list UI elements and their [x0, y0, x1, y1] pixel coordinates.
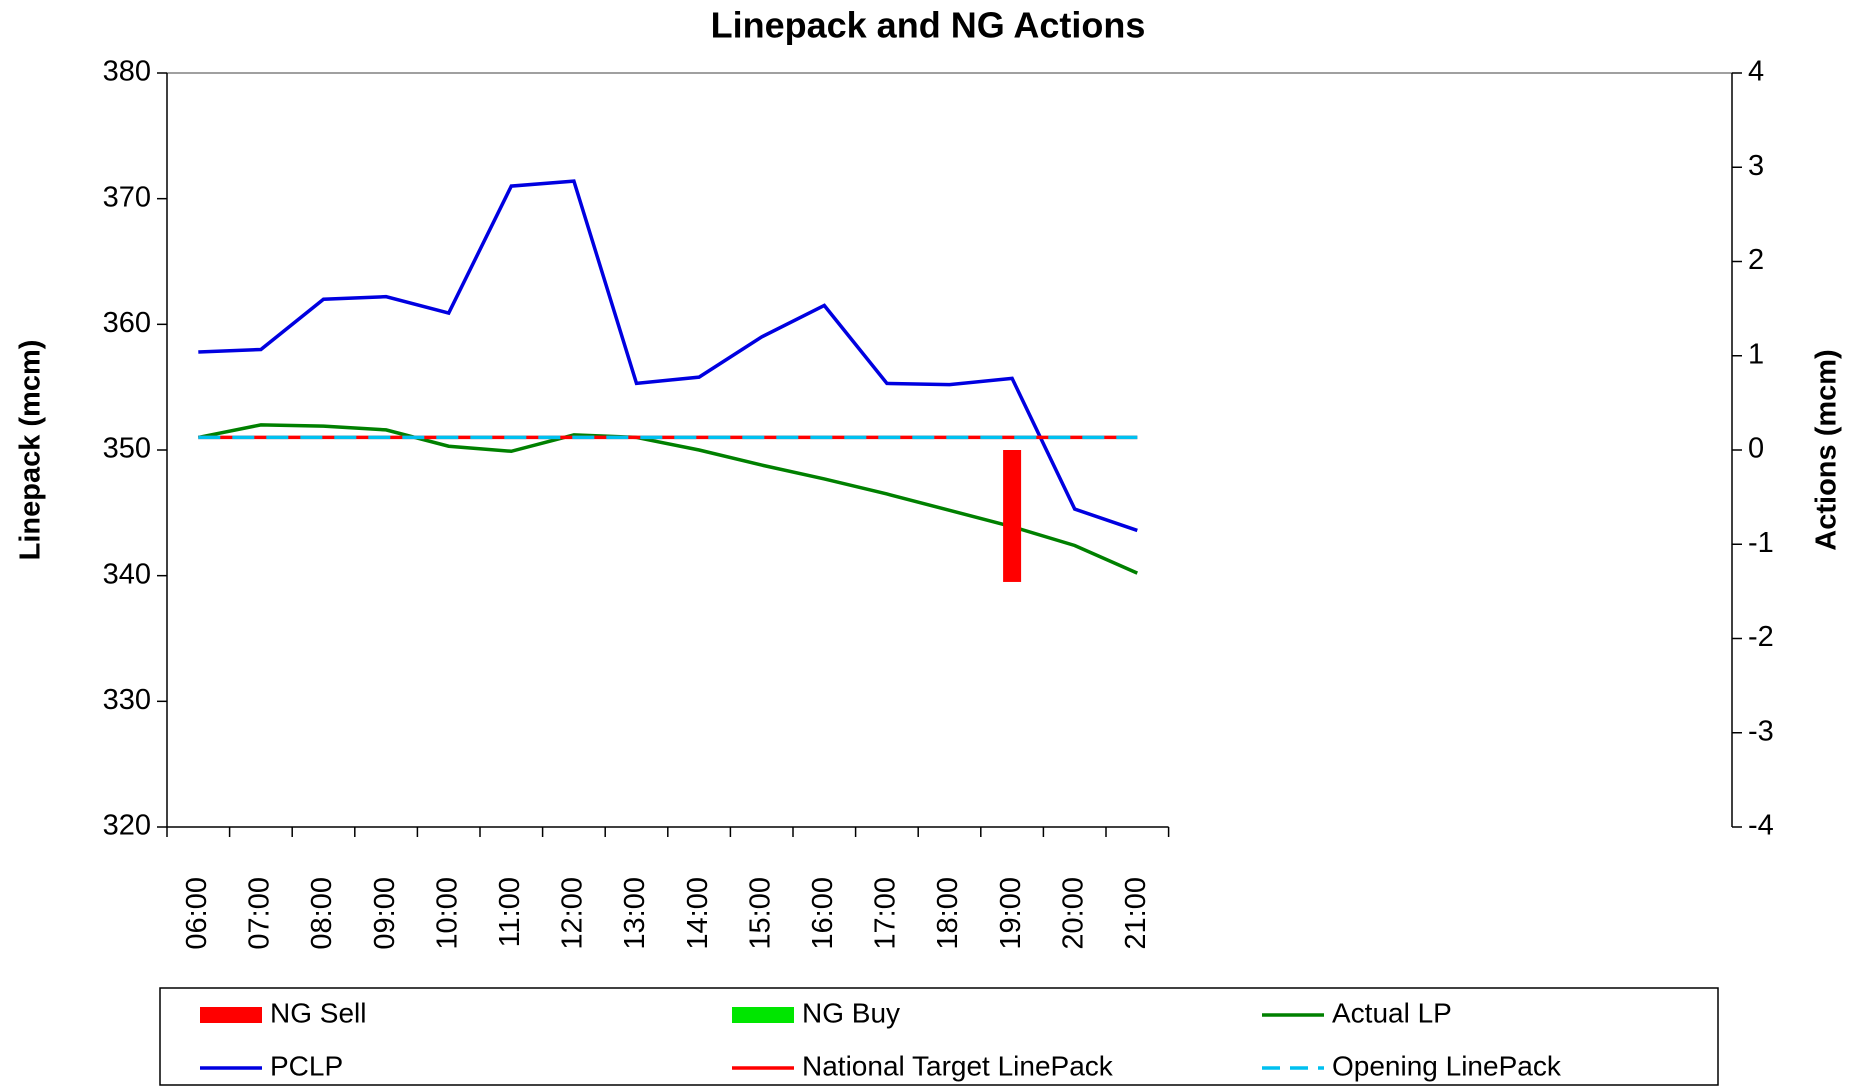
x-tick-label: 07:00 — [244, 877, 276, 950]
series-line — [197, 423, 1139, 575]
x-tick-label: 18:00 — [932, 877, 964, 950]
y2-tick-label: 1 — [1748, 338, 1764, 370]
x-tick-label: 08:00 — [306, 877, 338, 950]
y-tick-label: 380 — [103, 56, 151, 88]
x-tick-label: 20:00 — [1057, 877, 1089, 950]
y-tick-label: 350 — [103, 433, 151, 465]
y-axis-title: Linepack (mcm) — [15, 340, 47, 561]
y-tick-label: 360 — [103, 307, 151, 339]
x-tick-label: 10:00 — [431, 877, 463, 950]
y2-tick-label: -3 — [1748, 715, 1774, 747]
legend-label: Opening LinePack — [1332, 1050, 1562, 1081]
y2-tick-label: 3 — [1748, 150, 1764, 182]
legend-swatch — [732, 1007, 794, 1023]
x-tick-label: 06:00 — [181, 877, 213, 950]
y2-tick-label: 0 — [1748, 433, 1764, 465]
x-tick-label: 11:00 — [494, 877, 526, 947]
legend-box — [159, 987, 1719, 1086]
y-tick-label: 370 — [103, 181, 151, 213]
y-tick-label: 330 — [103, 684, 151, 716]
bar — [1003, 450, 1022, 582]
series-line — [198, 179, 1138, 533]
x-tick-label: 21:00 — [1120, 877, 1152, 950]
legend-label: PCLP — [270, 1050, 343, 1081]
y2-axis-title: Actions (mcm) — [1811, 349, 1843, 550]
y-tick-label: 340 — [103, 558, 151, 590]
legend-swatch — [200, 1007, 262, 1023]
chart-title: Linepack and NG Actions — [711, 5, 1146, 46]
y-tick-label: 320 — [103, 810, 151, 842]
x-tick-label: 14:00 — [682, 877, 714, 950]
x-tick-label: 17:00 — [870, 877, 902, 950]
y2-tick-label: -2 — [1748, 621, 1774, 653]
x-tick-label: 12:00 — [557, 877, 589, 950]
legend-label: NG Buy — [802, 997, 900, 1028]
legend-label: Actual LP — [1332, 997, 1452, 1028]
y2-tick-label: -4 — [1748, 810, 1774, 842]
y2-tick-label: 4 — [1748, 56, 1764, 88]
y2-tick-label: -1 — [1748, 527, 1774, 559]
x-tick-label: 09:00 — [369, 877, 401, 950]
legend-label: National Target LinePack — [802, 1050, 1114, 1081]
x-tick-label: 19:00 — [995, 877, 1027, 950]
y2-tick-label: 2 — [1748, 244, 1764, 276]
x-tick-label: 13:00 — [619, 877, 651, 950]
x-tick-label: 16:00 — [807, 877, 839, 950]
x-tick-label: 15:00 — [744, 877, 776, 950]
legend-label: NG Sell — [270, 997, 366, 1028]
